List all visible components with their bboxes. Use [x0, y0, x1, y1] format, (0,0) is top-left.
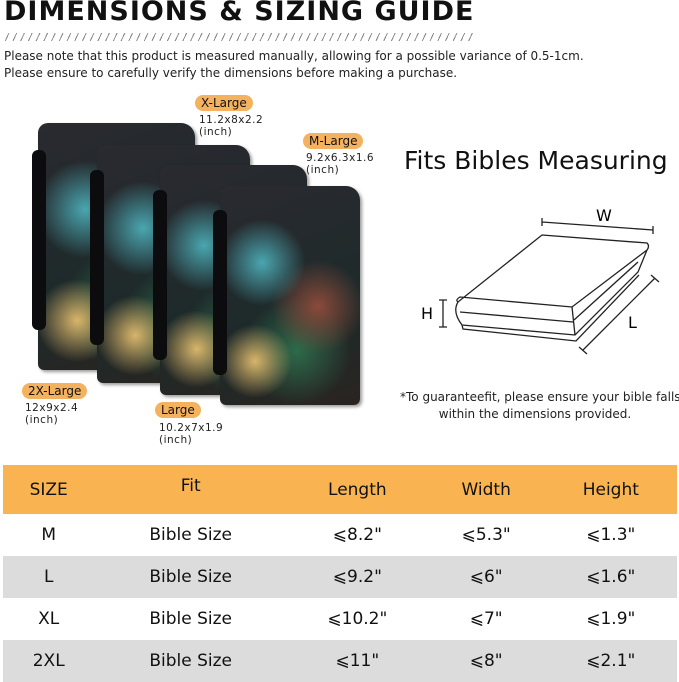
- table-cell: Bible Size: [149, 609, 233, 629]
- table-cell: ⩽10.2": [327, 609, 388, 629]
- size-dims: 9.2x6.3x1.6: [306, 152, 375, 164]
- size-dims: 11.2x8x2.2: [199, 114, 264, 126]
- table-row: 2XL Bible Size ⩽11" ⩽8" ⩽2.1": [3, 640, 677, 682]
- table-cell: ⩽1.6": [544, 556, 677, 598]
- table-cell: Bible Size: [94, 556, 287, 598]
- col-header: Fit: [94, 465, 287, 514]
- table-cell: 2XL: [3, 640, 95, 682]
- col-header: Height: [544, 465, 677, 514]
- table-cell: ⩽7": [469, 609, 503, 629]
- note-line: Please note that this product is measure…: [4, 49, 584, 63]
- table-cell: ⩽6": [427, 556, 545, 598]
- size-badge-m-large: M-Large: [303, 133, 364, 149]
- book-diagram: W H L: [421, 206, 660, 355]
- table-cell: ⩽5.3": [461, 525, 511, 545]
- size-dims: 12x9x2.4: [25, 402, 79, 414]
- size-table: SIZE Fit Length Width Height M Bible Size…: [3, 465, 677, 682]
- table-row: XL Bible Size ⩽10.2" ⩽7" ⩽1.9": [3, 598, 677, 640]
- table-cell: ⩽8": [427, 640, 545, 682]
- table-header-row: SIZE Fit Length Width Height: [3, 465, 677, 514]
- size-unit: (inch): [25, 414, 59, 426]
- col-header: Length: [286, 465, 428, 514]
- height-label: H: [421, 304, 433, 323]
- book-bottom: [461, 274, 640, 342]
- page-title: DIMENSIONS & SIZING GUIDE: [4, 0, 475, 27]
- table-cell: M: [41, 525, 57, 545]
- table-cell: ⩽2.1": [544, 640, 677, 682]
- size-badge-large: Large: [155, 402, 201, 418]
- book-cover-m: [220, 186, 360, 405]
- height-line: [439, 299, 447, 328]
- width-label: W: [596, 206, 612, 225]
- book-pages: [455, 249, 648, 336]
- table-cell: Bible Size: [149, 525, 233, 545]
- table-cell: ⩽1.3": [586, 525, 636, 545]
- table-row: M Bible Size ⩽8.2" ⩽5.3" ⩽1.3": [3, 514, 677, 556]
- table-row: L Bible Size ⩽9.2" ⩽6" ⩽1.6": [3, 556, 677, 598]
- table-cell: ⩽8.2": [332, 525, 382, 545]
- table-cell: ⩽1.9": [586, 609, 636, 629]
- book-outline: [456, 234, 650, 308]
- hatch-divider: [4, 33, 474, 41]
- handle-strap: [32, 150, 46, 330]
- size-badge-2x-large: 2X-Large: [22, 383, 88, 399]
- col-header: Width: [427, 465, 545, 514]
- handle-strap: [90, 170, 104, 345]
- size-unit: (inch): [199, 126, 233, 138]
- fit-note: within the dimensions provided.: [438, 407, 632, 421]
- table-cell: Bible Size: [94, 640, 287, 682]
- size-unit: (inch): [306, 164, 340, 176]
- table-cell: L: [3, 556, 95, 598]
- fit-note: *To guaranteefit, please ensure your bib…: [400, 390, 679, 404]
- size-unit: (inch): [159, 434, 193, 446]
- size-badge-x-large: X-Large: [195, 95, 253, 111]
- handle-strap: [153, 190, 167, 360]
- length-label: L: [628, 313, 637, 332]
- table-cell: ⩽11": [286, 640, 428, 682]
- note-line: Please ensure to carefully verify the di…: [4, 66, 458, 80]
- width-line: [541, 218, 654, 234]
- size-dims: 10.2x7x1.9: [159, 422, 224, 434]
- handle-strap: [213, 210, 227, 375]
- col-header: SIZE: [3, 465, 95, 514]
- diagram-title: Fits Bibles Measuring: [404, 146, 668, 175]
- table-cell: XL: [38, 609, 60, 629]
- length-line: [578, 274, 660, 355]
- table-cell: ⩽9.2": [286, 556, 428, 598]
